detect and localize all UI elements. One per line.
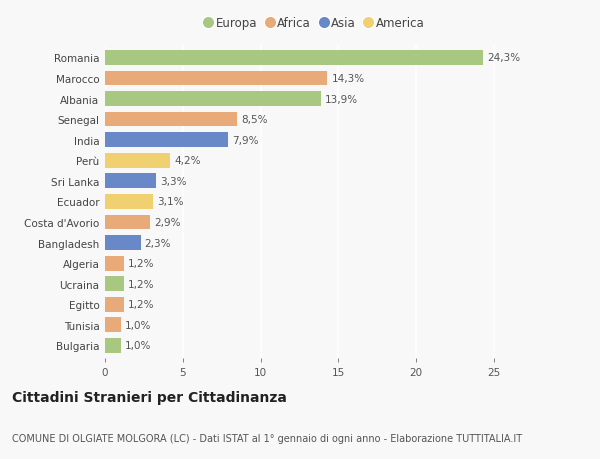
- Bar: [105, 51, 483, 66]
- Text: 8,5%: 8,5%: [241, 115, 268, 125]
- Bar: [105, 215, 150, 230]
- Text: 7,9%: 7,9%: [232, 135, 258, 146]
- Text: 3,1%: 3,1%: [157, 197, 184, 207]
- Bar: [105, 92, 321, 106]
- Bar: [105, 153, 170, 168]
- Bar: [105, 71, 328, 86]
- Bar: [105, 195, 153, 209]
- Bar: [105, 277, 124, 291]
- Bar: [105, 235, 141, 251]
- Text: 1,2%: 1,2%: [128, 258, 154, 269]
- Text: 3,3%: 3,3%: [160, 176, 187, 186]
- Bar: [105, 256, 124, 271]
- Bar: [105, 133, 228, 148]
- Bar: [105, 297, 124, 312]
- Text: 1,0%: 1,0%: [124, 320, 151, 330]
- Bar: [105, 112, 237, 127]
- Text: 1,0%: 1,0%: [124, 341, 151, 351]
- Text: 1,2%: 1,2%: [128, 300, 154, 310]
- Bar: [105, 338, 121, 353]
- Text: Cittadini Stranieri per Cittadinanza: Cittadini Stranieri per Cittadinanza: [12, 391, 287, 405]
- Text: 13,9%: 13,9%: [325, 94, 358, 104]
- Text: COMUNE DI OLGIATE MOLGORA (LC) - Dati ISTAT al 1° gennaio di ogni anno - Elabora: COMUNE DI OLGIATE MOLGORA (LC) - Dati IS…: [12, 433, 522, 442]
- Text: 1,2%: 1,2%: [128, 279, 154, 289]
- Bar: [105, 318, 121, 333]
- Legend: Europa, Africa, Asia, America: Europa, Africa, Asia, America: [202, 14, 428, 34]
- Text: 24,3%: 24,3%: [487, 53, 520, 63]
- Text: 4,2%: 4,2%: [174, 156, 201, 166]
- Text: 2,3%: 2,3%: [145, 238, 171, 248]
- Text: 2,9%: 2,9%: [154, 218, 181, 228]
- Bar: [105, 174, 157, 189]
- Text: 14,3%: 14,3%: [331, 74, 364, 84]
